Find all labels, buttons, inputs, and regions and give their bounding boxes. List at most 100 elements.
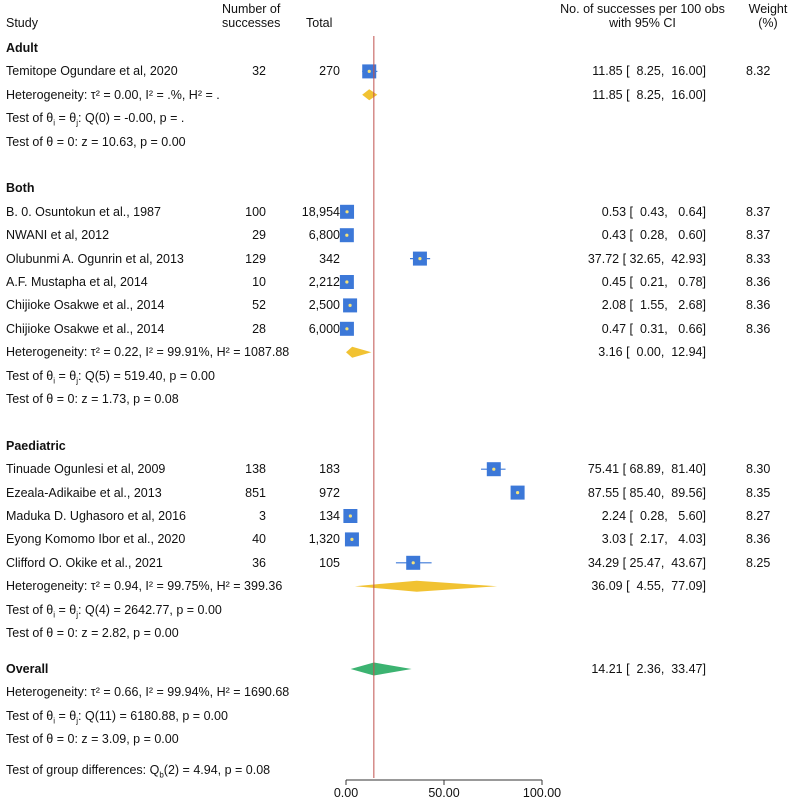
- study-label: NWANI et al, 2012: [6, 228, 110, 243]
- q-test-value: Q(4) = 2642.77, p = 0.00: [84, 602, 222, 617]
- z-test-line: Test of θ = 0: z = 10.63, p = 0.00: [6, 134, 186, 149]
- header-ci-line2: with 95% CI: [609, 16, 676, 30]
- z-test-line: Test of θ = 0: z = 1.73, p = 0.08: [6, 392, 179, 406]
- group-differences-test: Test of group differences: Qb(2) = 4.94,…: [6, 763, 271, 780]
- group-heading: Paediatric: [6, 438, 66, 453]
- q-test-mid: = θ: [55, 368, 77, 383]
- q-test-value: Q(5) = 519.40, p = 0.00: [84, 368, 215, 383]
- pooled-ci: 36.09 [ 4.55, 77.09]: [591, 579, 706, 594]
- point-estimate: [345, 327, 349, 331]
- overall-label: Overall: [6, 662, 49, 676]
- study-label: Temitope Ogundare et al, 2020: [6, 64, 178, 79]
- study-weight: 8.37: [746, 228, 771, 243]
- q-test-sep: :: [78, 602, 85, 617]
- study-ci: 0.47 [ 0.31, 0.66]: [601, 321, 706, 336]
- q-test-sub-j: j: [76, 376, 79, 386]
- study-successes: 3: [259, 509, 266, 523]
- q-test-sub-j: j: [76, 118, 79, 128]
- study-total: 342: [319, 251, 340, 266]
- point-estimate: [411, 561, 415, 565]
- heterogeneity-text: Heterogeneity: τ² = 0.00, I² = .%, H² = …: [6, 87, 220, 102]
- group-diff-prefix: Test of group differences:: [6, 763, 150, 777]
- q-test-sep: :: [78, 708, 85, 723]
- study-successes: 851: [245, 485, 266, 500]
- study-label: Tinuade Ogunlesi et al, 2009: [6, 462, 166, 477]
- q-test-sub-i: i: [53, 376, 56, 386]
- study-label: Chijioke Osakwe et al., 2014: [6, 321, 165, 336]
- study-successes: 138: [245, 462, 266, 477]
- study-weight: 8.37: [746, 204, 771, 219]
- header-weight-line1: Weight: [748, 2, 788, 16]
- q-test-sep: :: [78, 368, 85, 383]
- study-total: 105: [319, 555, 340, 570]
- q-test-sub-i: i: [53, 118, 56, 128]
- study-ci: 87.55 [ 85.40, 89.56]: [587, 485, 706, 500]
- study-weight: 8.36: [746, 532, 771, 547]
- point-estimate: [348, 514, 352, 518]
- study-weight: 8.30: [746, 462, 771, 477]
- q-test-mid: = θ: [55, 111, 77, 126]
- study-total: 183: [319, 462, 340, 477]
- study-label: Maduka D. Ughasoro et al, 2016: [6, 509, 186, 523]
- q-test-sub-i: i: [53, 716, 56, 726]
- point-estimate: [345, 280, 349, 284]
- q-test-value: Q(0) = -0.00, p = .: [84, 111, 185, 126]
- study-weight: 8.36: [746, 321, 771, 336]
- study-label: B. 0. Osuntokun et al., 1987: [6, 204, 161, 219]
- q-test-sub-i: i: [53, 610, 56, 620]
- study-successes: 100: [245, 204, 266, 219]
- header-successes-line2: successes: [222, 16, 281, 30]
- study-successes: 32: [252, 64, 266, 79]
- point-estimate: [348, 303, 352, 307]
- study-total: 270: [319, 64, 340, 79]
- q-test-prefix: Test of θ: [6, 111, 54, 126]
- z-test-line: Test of θ = 0: z = 2.82, p = 0.00: [6, 626, 179, 640]
- overall-diamond: [350, 662, 412, 676]
- study-ci: 2.24 [ 0.28, 5.60]: [601, 509, 706, 523]
- point-estimate: [515, 491, 520, 495]
- study-ci: 11.85 [ 8.25, 16.00]: [592, 64, 706, 79]
- study-total: 6,800: [308, 228, 340, 243]
- study-total: 2,212: [308, 275, 340, 289]
- group-diff-sub: b: [159, 770, 164, 780]
- q-test-value: Q(11) = 6180.88, p = 0.00: [84, 708, 228, 723]
- study-ci: 3.03 [ 2.17, 4.03]: [601, 532, 706, 547]
- study-successes: 28: [252, 321, 266, 336]
- x-axis-tick-label: 100.00: [522, 786, 562, 800]
- study-total: 2,500: [308, 298, 340, 313]
- study-ci: 2.08 [ 1.55, 2.68]: [601, 298, 706, 313]
- q-test-line: Test of θi = θj: Q(4) = 2642.77, p = 0.0…: [6, 602, 222, 620]
- header-study: Study: [6, 16, 38, 30]
- study-ci: 0.53 [ 0.43, 0.64]: [601, 204, 706, 219]
- point-estimate: [350, 537, 354, 542]
- study-total: 134: [319, 509, 340, 523]
- q-test-sub-j: j: [76, 610, 79, 620]
- study-label: Clifford O. Okike et al., 2021: [6, 555, 163, 570]
- x-axis-tick-label: 50.00: [428, 786, 460, 800]
- pooled-ci: 3.16 [ 0.00, 12.94]: [598, 345, 706, 360]
- study-successes: 36: [252, 555, 266, 570]
- overall-ci: 14.21 [ 2.36, 33.47]: [591, 662, 706, 676]
- heterogeneity-text: Heterogeneity: τ² = 0.22, I² = 99.91%, H…: [6, 345, 290, 360]
- heterogeneity-text: Heterogeneity: τ² = 0.94, I² = 99.75%, H…: [6, 579, 283, 594]
- study-weight: 8.33: [746, 251, 771, 266]
- study-successes: 40: [252, 532, 266, 547]
- header-total: Total: [306, 16, 333, 30]
- q-test-sub-j: j: [76, 716, 79, 726]
- study-total: 18,954: [301, 204, 340, 219]
- group-heading: Both: [6, 181, 35, 196]
- study-total: 1,320: [308, 532, 340, 547]
- study-weight: 8.27: [746, 509, 771, 523]
- overall-q-test: Test of θi = θj: Q(11) = 6180.88, p = 0.…: [6, 708, 228, 726]
- q-test-line: Test of θi = θj: Q(0) = -0.00, p = .: [6, 111, 185, 128]
- group-diff-value: (2) = 4.94, p = 0.08: [163, 763, 271, 777]
- study-total: 972: [319, 485, 340, 500]
- q-test-line: Test of θi = θj: Q(5) = 519.40, p = 0.00: [6, 368, 215, 386]
- group-diamond: [346, 346, 372, 358]
- point-estimate: [492, 467, 496, 471]
- study-weight: 8.25: [746, 555, 771, 570]
- overall-heterogeneity: Heterogeneity: τ² = 0.66, I² = 99.94%, H…: [6, 685, 290, 700]
- study-ci: 37.72 [ 32.65, 42.93]: [587, 251, 706, 266]
- study-successes: 10: [252, 275, 266, 289]
